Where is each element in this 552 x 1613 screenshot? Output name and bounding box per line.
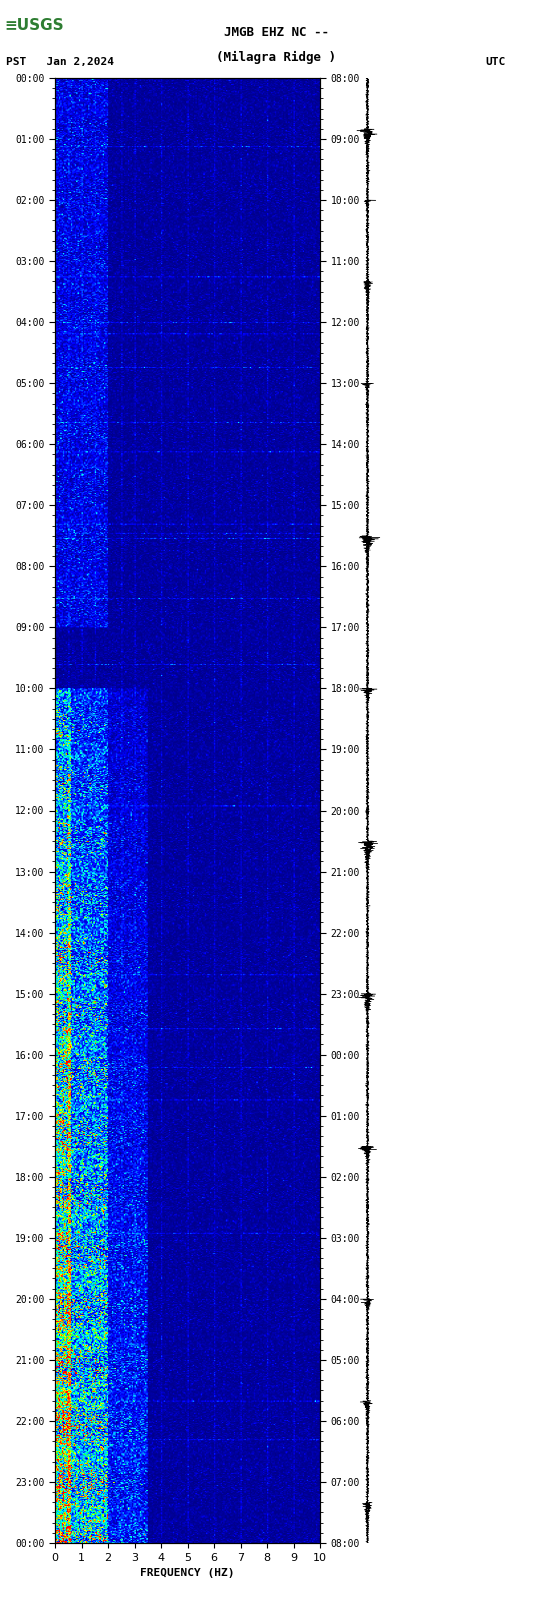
Text: JMGB EHZ NC --: JMGB EHZ NC -- [224, 26, 328, 39]
Text: PST   Jan 2,2024: PST Jan 2,2024 [6, 56, 114, 68]
Text: ≡USGS: ≡USGS [4, 18, 63, 32]
Text: UTC: UTC [486, 56, 506, 68]
X-axis label: FREQUENCY (HZ): FREQUENCY (HZ) [140, 1568, 235, 1578]
Text: (Milagra Ridge ): (Milagra Ridge ) [216, 52, 336, 65]
